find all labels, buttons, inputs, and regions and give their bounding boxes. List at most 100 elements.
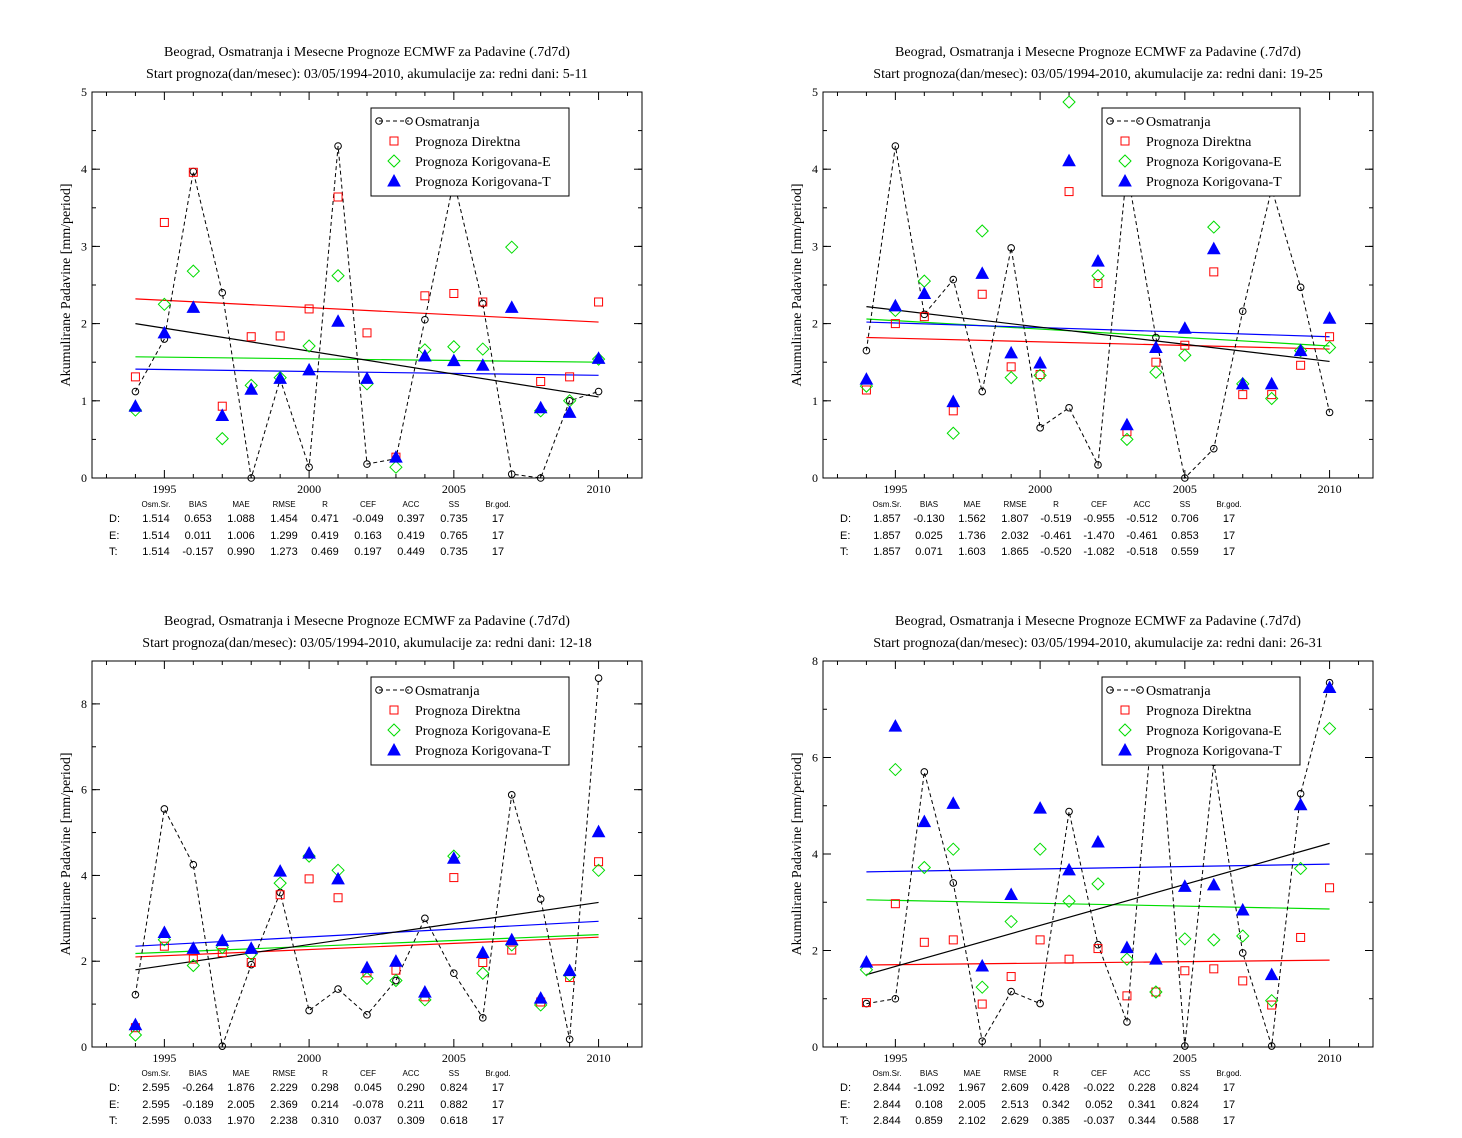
obs-point xyxy=(392,976,400,985)
kor-t-point xyxy=(1091,834,1105,848)
stats-value: 1.876 xyxy=(227,1082,255,1094)
obs-point xyxy=(305,1006,313,1015)
kor-t-point xyxy=(331,314,345,327)
direct-point xyxy=(304,304,314,314)
x-tick-label: 2000 xyxy=(1028,482,1052,496)
stats-value: 17 xyxy=(1223,513,1235,525)
stats-value: 0.011 xyxy=(185,530,212,542)
direct-point xyxy=(246,332,256,342)
direct-point xyxy=(391,965,401,975)
trend-line-obs xyxy=(135,323,599,398)
direct-point xyxy=(1035,935,1045,945)
kor-t-point xyxy=(1120,417,1134,431)
stats-value: 0.228 xyxy=(1128,1082,1156,1094)
chart-subtitle: Start prognoza(dan/mesec): 03/05/1994-20… xyxy=(873,67,1322,82)
stats-value: 1.273 xyxy=(270,546,298,558)
trend-line-korT xyxy=(866,321,1330,338)
stats-value: -0.264 xyxy=(182,1082,213,1094)
legend-label: Prognoza Korigovana-T xyxy=(1146,744,1282,759)
kor-e-point xyxy=(1322,340,1337,355)
chart-subtitle: Start prognoza(dan/mesec): 03/05/1994-20… xyxy=(873,636,1322,651)
direct-point xyxy=(217,948,227,958)
y-tick-label: 0 xyxy=(812,471,818,485)
stats-value: 0.449 xyxy=(397,546,425,558)
trend-line-obs xyxy=(866,842,1330,976)
legend-label: Osmatranja xyxy=(415,684,480,699)
stats-header: RMSE xyxy=(1003,1069,1026,1078)
stats-value: 0.342 xyxy=(1042,1099,1070,1111)
stats-value: -0.157 xyxy=(182,546,213,558)
kor-t-point xyxy=(917,814,932,828)
obs-point xyxy=(1209,444,1218,453)
kor-t-point xyxy=(946,796,961,809)
stats-value: 0.882 xyxy=(440,1099,468,1111)
kor-t-point xyxy=(1062,153,1076,167)
obs-point xyxy=(949,275,958,284)
stats-value: -0.955 xyxy=(1083,513,1114,525)
obs-point xyxy=(450,969,458,978)
stats-value: 0.290 xyxy=(397,1082,425,1094)
obs-point xyxy=(594,674,603,682)
y-tick-label: 3 xyxy=(81,239,87,253)
chart-title: Beograd, Osmatranja i Mesecne Prognoze E… xyxy=(164,45,570,60)
stats-value: 0.108 xyxy=(915,1099,943,1111)
stats-value: -1.470 xyxy=(1083,530,1114,542)
kor-t-point xyxy=(389,954,403,967)
obs-point xyxy=(1065,403,1073,412)
kor-e-point xyxy=(1207,220,1221,234)
trend-line-obs xyxy=(135,901,599,971)
kor-t-point xyxy=(1177,321,1192,334)
direct-point xyxy=(536,377,546,386)
x-tick-label: 2010 xyxy=(587,1051,611,1065)
x-tick-label: 1995 xyxy=(883,482,907,496)
stats-value: 0.559 xyxy=(1171,546,1199,558)
chart-title: Beograd, Osmatranja i Mesecne Prognoze E… xyxy=(895,45,1301,60)
kor-e-point xyxy=(418,993,432,1007)
kor-e-point xyxy=(1004,914,1018,929)
obs-point xyxy=(920,768,929,776)
stats-header: R xyxy=(1053,1069,1059,1078)
legend-box xyxy=(370,107,570,197)
obs-point xyxy=(305,463,313,471)
y-tick-label: 8 xyxy=(81,697,87,711)
stats-header: Br.god. xyxy=(1216,1069,1241,1078)
legend-obs-marker xyxy=(405,686,413,694)
kor-t-point xyxy=(975,266,990,279)
stats-row-label: T: xyxy=(840,1115,849,1127)
stats-value: 0.298 xyxy=(311,1082,339,1094)
stats-row-label: E: xyxy=(109,1099,119,1111)
kor-t-point xyxy=(475,945,490,959)
stats-row-label: E: xyxy=(840,1099,850,1111)
legend: Osmatranja Prognoza Direktna Prognoza Kori… xyxy=(1101,107,1301,197)
stats-value: 2.032 xyxy=(1001,530,1029,542)
obs-point xyxy=(978,1037,987,1046)
kor-t-point xyxy=(975,958,990,972)
stats-value: 2.844 xyxy=(873,1099,901,1111)
obs-point xyxy=(189,860,198,869)
stats-value: 2.595 xyxy=(142,1115,170,1127)
legend-direct-marker xyxy=(1120,705,1130,715)
stats-value: 0.033 xyxy=(184,1115,212,1127)
direct-point xyxy=(420,291,430,301)
stats-value: 0.310 xyxy=(311,1115,339,1127)
stats-value: 17 xyxy=(492,530,504,542)
kor-t-point xyxy=(273,864,288,877)
kor-t-point xyxy=(946,394,961,408)
direct-point xyxy=(861,998,871,1008)
stats-value: 0.735 xyxy=(440,513,468,525)
legend-kor-e-marker xyxy=(387,723,401,737)
kor-t-point xyxy=(273,371,288,384)
kor-e-point xyxy=(389,460,403,474)
stats-value: 0.853 xyxy=(1171,530,1199,542)
stats-value: 17 xyxy=(492,513,504,525)
stats-value: 17 xyxy=(492,1099,504,1111)
stats-header: CEF xyxy=(360,500,376,509)
direct-point xyxy=(159,941,169,951)
y-tick-label: 4 xyxy=(812,162,818,176)
kor-e-point xyxy=(591,863,606,878)
obs-point xyxy=(131,990,140,999)
y-tick-label: 8 xyxy=(812,654,818,668)
kor-e-point xyxy=(1062,95,1076,109)
stats-row-label: T: xyxy=(109,546,118,558)
stats-value: 2.238 xyxy=(270,1115,298,1127)
